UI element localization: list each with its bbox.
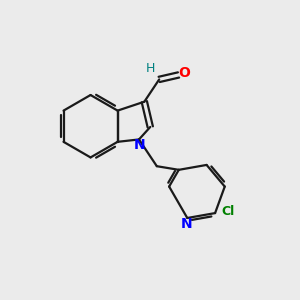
Text: Cl: Cl (221, 205, 234, 218)
Text: N: N (181, 217, 193, 231)
Text: H: H (146, 61, 155, 75)
Text: O: O (178, 66, 190, 80)
Text: N: N (134, 138, 146, 152)
